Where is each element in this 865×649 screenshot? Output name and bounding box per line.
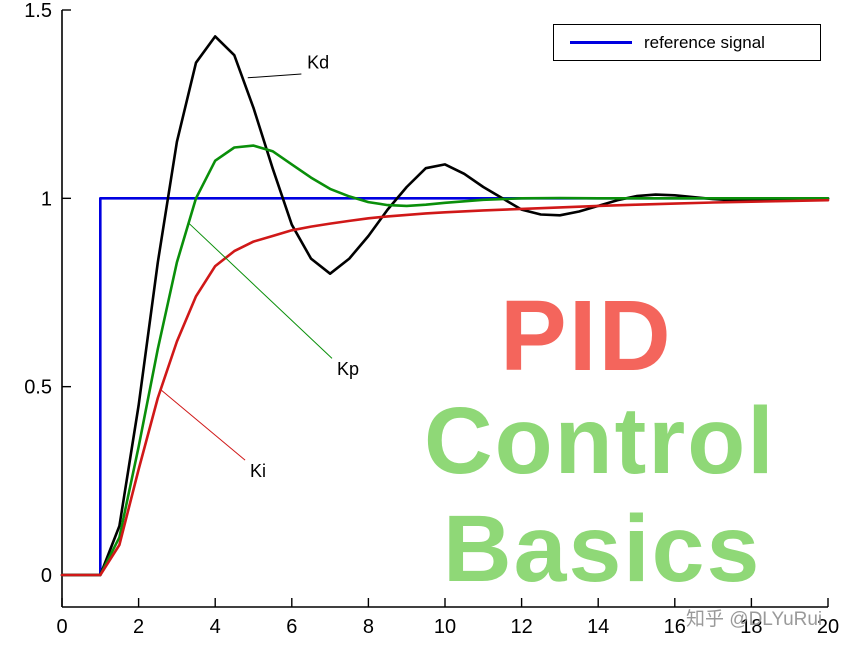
series-Kd (60, 35, 830, 577)
y-tick-label: 0.5 (24, 377, 52, 399)
annotation-label-Kp: Kp (337, 359, 359, 379)
x-tick-label: 16 (664, 616, 686, 638)
x-tick-label: 0 (56, 616, 67, 638)
series-Kp (60, 144, 830, 577)
legend: reference signal (553, 24, 821, 61)
annotation-leader-Ki (161, 390, 246, 461)
x-tick-label: 8 (363, 616, 374, 638)
overlay-title-pid: PID (500, 280, 673, 392)
legend-label: reference signal (644, 32, 765, 52)
y-tick-label: 0 (41, 565, 52, 587)
x-tick-label: 14 (587, 616, 609, 638)
y-tick-label: 1.5 (24, 0, 52, 22)
legend-line-swatch (570, 41, 632, 44)
overlay-title-control: Control (424, 388, 776, 494)
annotation-label-Kd: Kd (307, 52, 329, 72)
x-tick-label: 20 (817, 616, 839, 638)
watermark: 知乎 @DLYuRui (686, 609, 823, 630)
x-tick-label: 6 (286, 616, 297, 638)
x-tick-label: 4 (210, 616, 221, 638)
annotation-leader-Kp (188, 222, 333, 359)
x-tick-label: 2 (133, 616, 144, 638)
annotation-leader-Kd (247, 73, 302, 79)
series-Ki (60, 198, 830, 577)
y-tick-label: 1 (41, 188, 52, 210)
overlay-title-basics: Basics (443, 496, 762, 602)
x-tick-label: 18 (740, 616, 762, 638)
x-tick-label: 10 (434, 616, 456, 638)
x-tick-label: 12 (510, 616, 532, 638)
annotation-label-Ki: Ki (250, 461, 266, 481)
